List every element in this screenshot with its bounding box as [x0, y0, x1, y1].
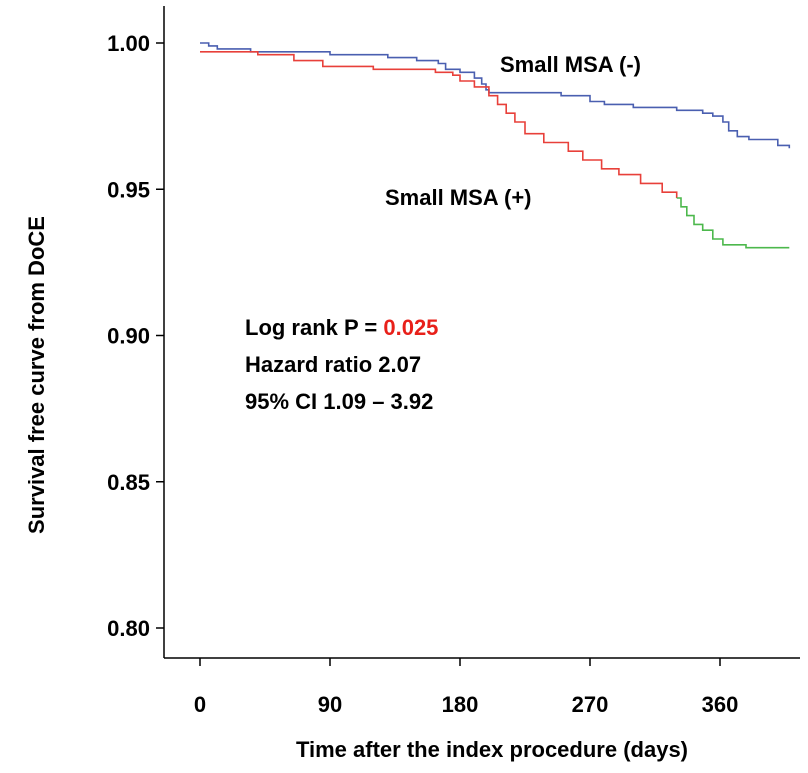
logrank-prefix: Log rank P =	[245, 315, 383, 340]
y-tick-label: 0.95	[107, 177, 150, 202]
y-tick-label: 1.00	[107, 31, 150, 56]
series-layer	[200, 42, 791, 249]
logrank-text: Log rank P = 0.025	[245, 315, 438, 340]
series-line-2	[200, 51, 678, 198]
y-axis-title: Survival free curve from DoCE	[24, 216, 49, 534]
x-axis-title: Time after the index procedure (days)	[296, 737, 688, 762]
x-tick-label: 360	[702, 692, 739, 717]
y-tick-label: 0.85	[107, 470, 150, 495]
hazard-ratio-text: Hazard ratio 2.07	[245, 352, 421, 377]
series-label-small-msa-pos: Small MSA (+)	[385, 185, 532, 210]
y-ticks: 0.80 0.85 0.90 0.95 1.00	[107, 31, 164, 641]
x-tick-label: 90	[318, 692, 342, 717]
confidence-interval-text: 95% CI 1.09 – 3.92	[245, 389, 433, 414]
series-label-small-msa-neg: Small MSA (-)	[500, 52, 641, 77]
x-tick-label: 180	[442, 692, 479, 717]
logrank-p-value: 0.025	[383, 315, 438, 340]
x-tick-label: 0	[194, 692, 206, 717]
y-tick-label: 0.80	[107, 616, 150, 641]
x-tick-label: 270	[572, 692, 609, 717]
series-line-3	[676, 197, 790, 249]
axes	[163, 6, 800, 659]
x-ticks: 0 90 180 270 360	[194, 658, 738, 717]
y-tick-label: 0.90	[107, 324, 150, 349]
